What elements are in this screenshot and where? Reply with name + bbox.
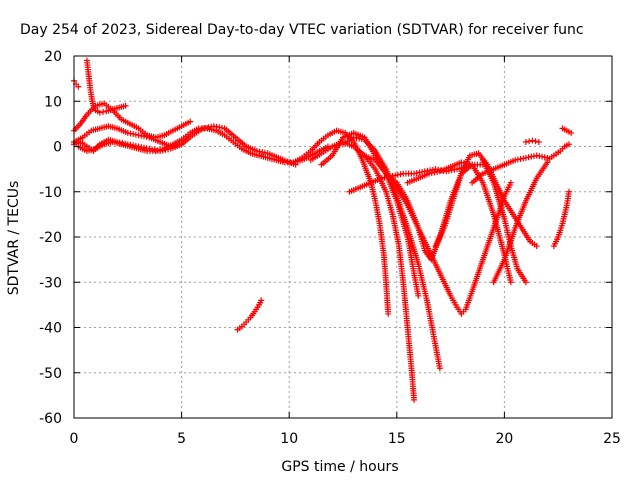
y-tick-label: -50 bbox=[39, 366, 62, 382]
data-point bbox=[535, 138, 542, 145]
series-arc-early-1 bbox=[71, 77, 82, 90]
x-tick-label: 15 bbox=[388, 431, 406, 447]
series-arc-late-10 bbox=[550, 188, 572, 250]
y-tick-label: 10 bbox=[44, 94, 62, 110]
data-point bbox=[507, 279, 514, 286]
y-tick-label: 0 bbox=[53, 140, 62, 156]
data-point bbox=[436, 365, 443, 372]
chart-title: Day 254 of 2023, Sidereal Day-to-day VTE… bbox=[20, 22, 584, 38]
y-tick-label: 20 bbox=[44, 49, 62, 65]
data-point bbox=[522, 279, 529, 286]
axis-ticks: 0 5 10 15 20 25 -60 -50 -40 -30 -20 -10 0 10 20 bbox=[39, 49, 621, 447]
y-tick-label: -40 bbox=[39, 321, 62, 337]
data-point bbox=[565, 188, 572, 195]
series-arc-mid-2 bbox=[290, 127, 392, 317]
data-point bbox=[96, 109, 103, 116]
x-axis-label: GPS time / hours bbox=[281, 459, 398, 475]
data-point bbox=[533, 243, 540, 250]
y-tick-label: -10 bbox=[39, 185, 62, 201]
data-point bbox=[568, 129, 575, 136]
data-point bbox=[258, 297, 265, 304]
series-arc-late-8 bbox=[522, 137, 542, 145]
data-point bbox=[411, 396, 418, 403]
y-tick-label: -60 bbox=[39, 411, 62, 427]
series-arc-late-3 bbox=[404, 159, 514, 286]
data-point bbox=[415, 292, 422, 299]
series-arc-early-2 bbox=[83, 57, 129, 116]
data-point bbox=[565, 141, 572, 148]
series-arc-late-11 bbox=[559, 125, 575, 136]
data-point bbox=[187, 118, 194, 125]
data-point bbox=[385, 310, 392, 317]
data-point bbox=[507, 179, 514, 186]
series-arc-mid-1 bbox=[234, 297, 265, 333]
x-tick-label: 20 bbox=[495, 431, 513, 447]
data-point bbox=[532, 138, 539, 145]
data-point bbox=[529, 137, 536, 144]
series-arc-early-4 bbox=[71, 123, 185, 150]
data-point bbox=[75, 83, 82, 90]
y-tick-label: -30 bbox=[39, 275, 62, 291]
x-tick-label: 0 bbox=[70, 431, 79, 447]
data-point bbox=[122, 102, 129, 109]
series-arc-mid-4 bbox=[318, 129, 422, 299]
series-arc-mid-3 bbox=[307, 138, 418, 403]
y-axis-label: SDTVAR / TECUs bbox=[6, 181, 22, 296]
x-tick-label: 25 bbox=[603, 431, 621, 447]
data-point bbox=[526, 138, 533, 145]
x-tick-label: 5 bbox=[177, 431, 186, 447]
y-tick-label: -20 bbox=[39, 230, 62, 246]
data-marks bbox=[71, 57, 575, 403]
x-tick-label: 10 bbox=[280, 431, 298, 447]
data-point bbox=[100, 108, 107, 115]
series-arc-early-3 bbox=[71, 100, 194, 141]
series-arc-late-9 bbox=[544, 141, 572, 164]
series-arc-early-5 bbox=[71, 123, 299, 168]
data-point bbox=[522, 138, 529, 145]
series-arc-late-7 bbox=[490, 159, 551, 286]
grid-lines bbox=[74, 56, 612, 418]
